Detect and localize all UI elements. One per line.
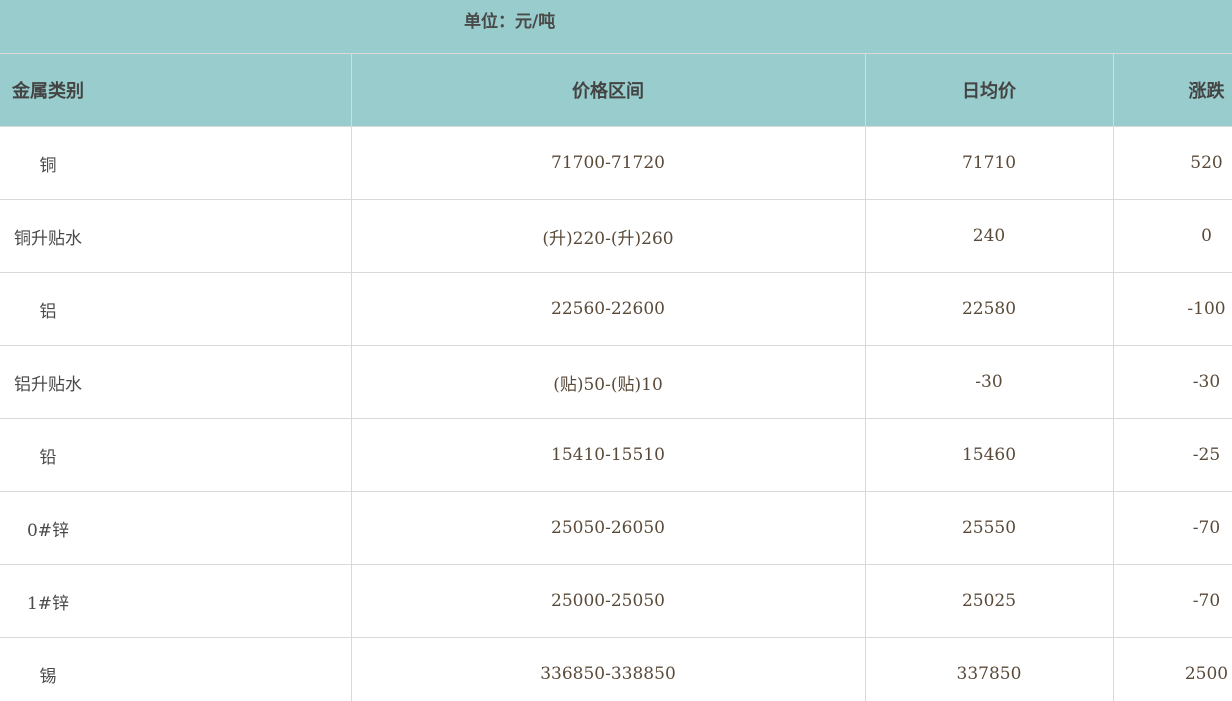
cell-range: 25000-25050 bbox=[350, 564, 866, 638]
cell-range: 15410-15510 bbox=[350, 418, 866, 492]
cell-range: (贴)50-(贴)10 bbox=[350, 345, 866, 419]
cell-avg: 25550 bbox=[864, 491, 1114, 565]
cell-metal: 1#锌 bbox=[0, 564, 352, 638]
cell-range: (升)220-(升)260 bbox=[350, 199, 866, 273]
cell-avg: 15460 bbox=[864, 418, 1114, 492]
header-avg: 日均价 bbox=[864, 53, 1114, 127]
cell-change: 0 bbox=[1112, 199, 1232, 273]
cell-metal: 铝 bbox=[0, 272, 352, 346]
cell-metal: 0#锌 bbox=[0, 491, 352, 565]
cell-change: -30 bbox=[1112, 345, 1232, 419]
table-row: 锡 336850-338850 337850 2500 bbox=[0, 637, 1232, 701]
table-row: 铝升贴水 (贴)50-(贴)10 -30 -30 bbox=[0, 345, 1232, 419]
cell-metal: 铝升贴水 bbox=[0, 345, 352, 419]
header-change: 涨跌 bbox=[1112, 53, 1232, 127]
cell-avg: 22580 bbox=[864, 272, 1114, 346]
table-row: 铜 71700-71720 71710 520 bbox=[0, 126, 1232, 200]
cell-range: 71700-71720 bbox=[350, 126, 866, 200]
cell-metal: 锡 bbox=[0, 637, 352, 701]
cell-range: 22560-22600 bbox=[350, 272, 866, 346]
cell-change: -100 bbox=[1112, 272, 1232, 346]
table-row: 铝 22560-22600 22580 -100 bbox=[0, 272, 1232, 346]
cell-avg: -30 bbox=[864, 345, 1114, 419]
header-range: 价格区间 bbox=[350, 53, 866, 127]
cell-change: -70 bbox=[1112, 564, 1232, 638]
unit-label: 单位：元/吨 bbox=[464, 12, 556, 32]
cell-change: 2500 bbox=[1112, 637, 1232, 701]
table-row: 铜升贴水 (升)220-(升)260 240 0 bbox=[0, 199, 1232, 273]
cell-range: 336850-338850 bbox=[350, 637, 866, 701]
cell-change: 520 bbox=[1112, 126, 1232, 200]
table-row: 0#锌 25050-26050 25550 -70 bbox=[0, 491, 1232, 565]
cell-range: 25050-26050 bbox=[350, 491, 866, 565]
cell-change: -70 bbox=[1112, 491, 1232, 565]
unit-row: 单位：元/吨 bbox=[0, 0, 1232, 54]
cell-change: -25 bbox=[1112, 418, 1232, 492]
cell-avg: 71710 bbox=[864, 126, 1114, 200]
table-row: 铅 15410-15510 15460 -25 bbox=[0, 418, 1232, 492]
cell-metal: 铜 bbox=[0, 126, 352, 200]
cell-avg: 337850 bbox=[864, 637, 1114, 701]
table-row: 1#锌 25000-25050 25025 -70 bbox=[0, 564, 1232, 638]
header-row: 金属类别 价格区间 日均价 涨跌 bbox=[0, 53, 1232, 127]
cell-avg: 240 bbox=[864, 199, 1114, 273]
cell-avg: 25025 bbox=[864, 564, 1114, 638]
cell-metal: 铜升贴水 bbox=[0, 199, 352, 273]
cell-metal: 铅 bbox=[0, 418, 352, 492]
header-metal: 金属类别 bbox=[0, 53, 352, 127]
